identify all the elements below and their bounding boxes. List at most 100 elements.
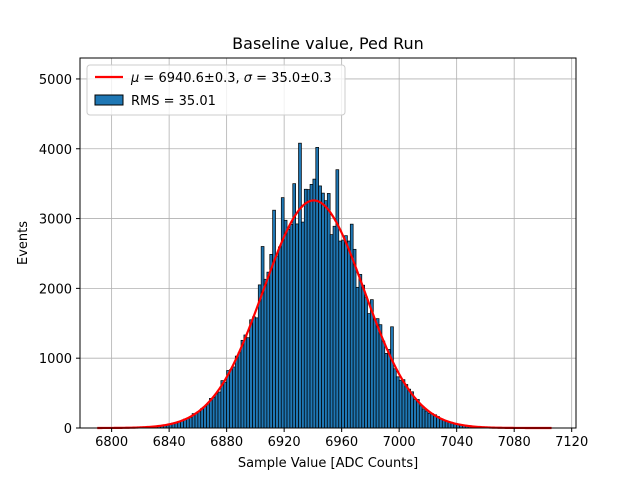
histogram-bar bbox=[252, 316, 256, 429]
histogram-bar bbox=[401, 379, 406, 429]
legend-fit-label: μ = 6940.6±0.3, σ = 35.0±0.3 bbox=[130, 71, 332, 86]
y-tick-label: 4000 bbox=[39, 143, 72, 158]
histogram-bar bbox=[361, 284, 366, 429]
histogram-bar bbox=[347, 240, 351, 429]
x-tick-label: 7040 bbox=[440, 435, 473, 450]
histogram-bar bbox=[200, 407, 204, 429]
histogram-bar bbox=[338, 240, 343, 429]
histogram-bar bbox=[312, 178, 317, 429]
legend-sigma-symbol: σ bbox=[244, 71, 253, 86]
histogram-bar bbox=[306, 189, 311, 429]
histogram-bar bbox=[341, 239, 345, 429]
chart-title: Baseline value, Ped Run bbox=[232, 34, 424, 53]
x-tick-label: 6800 bbox=[95, 435, 128, 450]
x-tick-label: 7000 bbox=[383, 435, 416, 450]
histogram-bar bbox=[203, 406, 207, 429]
y-tick-label: 2000 bbox=[39, 282, 72, 297]
histogram-bar bbox=[375, 318, 380, 429]
histogram-bar bbox=[439, 418, 443, 429]
histogram-bar bbox=[237, 352, 242, 429]
histogram-bar bbox=[269, 254, 273, 429]
x-tick-label: 7120 bbox=[555, 435, 588, 450]
x-tick-label: 6840 bbox=[153, 435, 186, 450]
histogram-bar bbox=[186, 418, 190, 429]
histogram-bar bbox=[367, 313, 371, 429]
histogram-bar bbox=[249, 319, 253, 429]
y-tick-label: 3000 bbox=[39, 213, 72, 228]
histogram-bar bbox=[240, 339, 245, 429]
histogram-bar bbox=[246, 337, 250, 429]
gaussian-fit-curve bbox=[97, 199, 552, 430]
histogram-bar bbox=[384, 353, 389, 429]
histogram-bar bbox=[352, 248, 357, 429]
histogram-bar bbox=[421, 408, 426, 429]
histogram-bar bbox=[329, 234, 334, 429]
histogram-bar bbox=[324, 200, 328, 429]
histogram-bar bbox=[404, 384, 409, 429]
histogram-bar bbox=[263, 278, 268, 429]
legend-box bbox=[86, 64, 346, 116]
histogram-bar bbox=[197, 411, 202, 429]
histogram-bar bbox=[226, 370, 230, 429]
histogram-bar bbox=[234, 355, 239, 429]
histogram-bar bbox=[188, 416, 193, 429]
y-tick-label: 1000 bbox=[39, 352, 72, 367]
histogram-bar bbox=[217, 391, 222, 429]
histogram-bar bbox=[364, 296, 368, 429]
histogram-bar bbox=[289, 224, 294, 429]
histogram-bar bbox=[209, 398, 213, 429]
histogram-bar bbox=[315, 147, 320, 429]
histogram-bar bbox=[430, 413, 435, 429]
histogram-bar bbox=[272, 209, 276, 429]
histogram-bar bbox=[278, 246, 282, 429]
x-axis-ticks: 6800 6840 6880 6920 6960 7000 7040 7080 7120 bbox=[95, 428, 588, 450]
legend-histogram-swatch bbox=[94, 94, 124, 106]
histogram-bar bbox=[260, 246, 265, 429]
histogram-bar bbox=[424, 410, 429, 429]
histogram-bar bbox=[309, 184, 314, 429]
histogram-bar bbox=[395, 376, 400, 429]
histogram-bar bbox=[214, 393, 219, 429]
x-tick-label: 7080 bbox=[498, 435, 531, 450]
histogram-bar bbox=[232, 366, 236, 429]
histogram-bar bbox=[255, 317, 259, 429]
histogram-bar bbox=[211, 397, 216, 429]
legend: μ = 6940.6±0.3, σ = 35.0±0.3 RMS = 35.01 bbox=[86, 64, 346, 116]
plot-frame bbox=[79, 57, 577, 429]
histogram-bar bbox=[280, 197, 285, 429]
x-tick-label: 6960 bbox=[325, 435, 358, 450]
histogram-bar bbox=[413, 399, 417, 429]
histogram-bar bbox=[295, 223, 299, 429]
histogram-bar bbox=[344, 235, 348, 429]
y-tick-label: 0 bbox=[64, 422, 72, 437]
y-axis-label: Events bbox=[16, 221, 31, 265]
histogram-bar bbox=[286, 229, 291, 429]
histogram-bar bbox=[418, 405, 423, 429]
x-tick-label: 6880 bbox=[210, 435, 243, 450]
histogram-bar bbox=[335, 169, 340, 429]
histogram-bar bbox=[444, 421, 449, 429]
histogram-bar bbox=[266, 271, 271, 429]
histogram-bar bbox=[243, 334, 248, 429]
histogram-bar bbox=[387, 349, 391, 429]
histogram-bar bbox=[303, 188, 308, 429]
histogram-bar bbox=[332, 225, 337, 429]
histogram-bar bbox=[321, 192, 325, 429]
histogram-bar bbox=[275, 255, 279, 429]
legend-histogram-label: RMS = 35.01 bbox=[131, 94, 216, 109]
histogram-bar bbox=[326, 193, 331, 429]
histogram-bar bbox=[358, 274, 363, 429]
histogram-bar bbox=[298, 142, 302, 429]
histogram-bar bbox=[194, 412, 199, 429]
histogram-bar bbox=[257, 284, 262, 429]
legend-sigma-value: = 35.0±0.3 bbox=[252, 71, 332, 86]
histogram-bar bbox=[283, 219, 288, 429]
histogram-bar bbox=[390, 326, 394, 429]
legend-mu-value: = 6940.6±0.3, bbox=[139, 71, 243, 86]
histogram-bar bbox=[427, 412, 432, 429]
y-tick-label: 5000 bbox=[39, 73, 72, 88]
histogram-bar bbox=[318, 185, 322, 429]
legend-mu-symbol: μ bbox=[130, 71, 139, 86]
histogram-bar bbox=[223, 381, 227, 429]
